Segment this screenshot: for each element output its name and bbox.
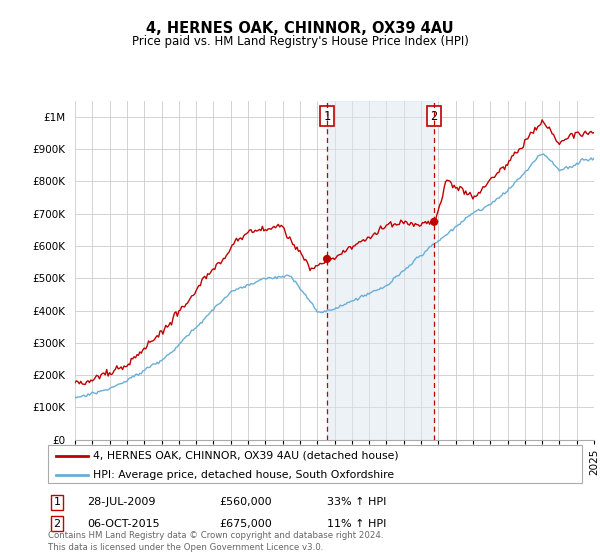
Text: HPI: Average price, detached house, South Oxfordshire: HPI: Average price, detached house, Sout… [94, 470, 395, 480]
Text: £560,000: £560,000 [219, 497, 272, 507]
Bar [327, 101, 434, 440]
Text: Price paid vs. HM Land Registry's House Price Index (HPI): Price paid vs. HM Land Registry's House … [131, 35, 469, 48]
Point [430, 217, 439, 226]
Text: 28-JUL-2009: 28-JUL-2009 [87, 497, 155, 507]
Text: 4, HERNES OAK, CHINNOR, OX39 4AU: 4, HERNES OAK, CHINNOR, OX39 4AU [146, 21, 454, 36]
Text: 1: 1 [323, 110, 331, 123]
Text: 06-OCT-2015: 06-OCT-2015 [87, 519, 160, 529]
Text: Contains HM Land Registry data © Crown copyright and database right 2024.
This d: Contains HM Land Registry data © Crown c… [48, 531, 383, 552]
Text: 1: 1 [53, 497, 61, 507]
Text: 2: 2 [53, 519, 61, 529]
Text: 33% ↑ HPI: 33% ↑ HPI [327, 497, 386, 507]
FancyBboxPatch shape [48, 445, 582, 483]
Text: 4, HERNES OAK, CHINNOR, OX39 4AU (detached house): 4, HERNES OAK, CHINNOR, OX39 4AU (detach… [94, 451, 399, 461]
Point [322, 254, 332, 263]
Text: 2: 2 [431, 110, 438, 123]
Text: 11% ↑ HPI: 11% ↑ HPI [327, 519, 386, 529]
Text: £675,000: £675,000 [219, 519, 272, 529]
